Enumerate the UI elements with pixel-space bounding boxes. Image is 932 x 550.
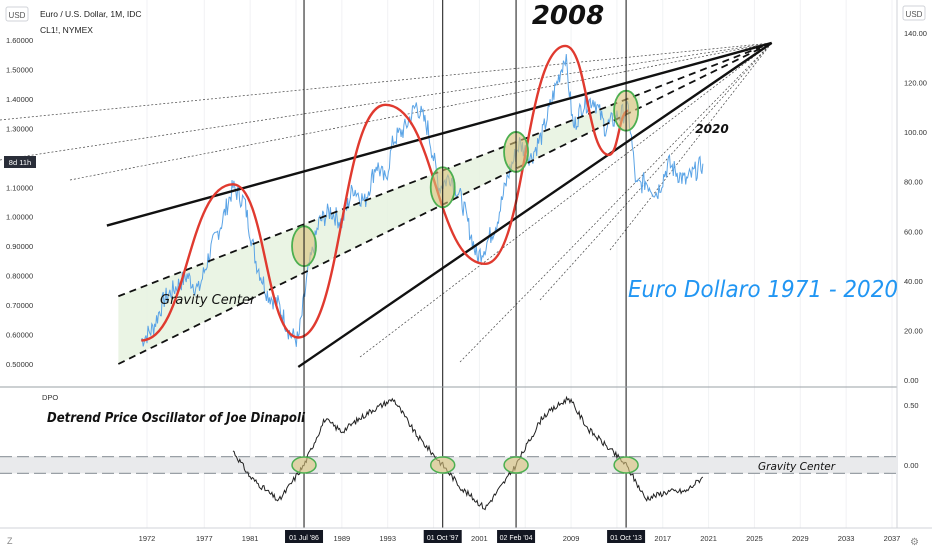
date-marker-badge [607,530,646,543]
dpo-highlight-oval [291,456,317,474]
settings-gear-icon[interactable]: ⚙ [910,537,919,548]
fan-line [539,42,772,301]
date-markers: 01 Jul '86 01 Oct '97 02 Feb '04 01 Oct '13 [285,530,646,543]
right-tick-label: 100.00 [904,128,927,137]
sine-cycle-curve [141,44,629,342]
x-tick-label: 2029 [792,534,809,543]
left-tick-label: 1.40000 [6,95,33,104]
dpo-axis[interactable]: 0.50 0.00 [904,401,919,470]
channel-line-4 [297,41,773,368]
overlay-symbol[interactable]: CL1!, NYMEX [40,25,93,35]
x-tick-label: 2021 [700,534,717,543]
price-series [140,54,704,347]
channel-line-1 [106,41,772,227]
left-tick-label: 0.70000 [6,301,33,310]
left-tick-label: 0.50000 [6,360,33,369]
left-scale-label: USD [9,11,26,20]
date-marker-label: 01 Jul '86 [289,535,319,542]
right-tick-label: 80.00 [904,178,923,187]
right-tick-label: 60.00 [904,227,923,236]
date-marker-label: 01 Oct '97 [427,535,459,542]
right-tick-label: 140.00 [904,29,927,38]
dpo-tick-label: 0.00 [904,461,919,470]
x-tick-label: 2017 [654,534,671,543]
date-marker-label: 02 Feb '04 [500,535,533,542]
annotation-2020: 2020 [695,122,728,136]
right-tick-label: 20.00 [904,326,923,335]
x-tick-label: 1972 [139,534,156,543]
left-tick-label: 0.90000 [6,242,33,251]
right-tick-label: 40.00 [904,277,923,286]
annotation-2008: 2008 [532,1,604,31]
right-scale-badge[interactable] [902,5,926,21]
x-tick-label: 1989 [334,534,351,543]
left-tick-label: 1.50000 [6,65,33,74]
left-tick-label: 0.60000 [6,331,33,340]
x-tick-label: 1977 [196,534,213,543]
date-marker-label: 01 Oct '13 [610,535,642,542]
right-tick-label: 0.00 [904,376,919,385]
date-marker-badge [285,530,324,543]
fan-line [0,42,772,121]
left-tick-label: 0.80000 [6,272,33,281]
dpo-title: Detrend Price Oscillator of Joe Dinapoli [47,410,305,426]
right-scale-label: USD [906,10,923,19]
left-tick-label: 1.10000 [6,183,33,192]
left-tick-label: 1.60000 [6,36,33,45]
date-marker-badge [423,530,462,543]
dpo-highlight-oval [503,456,529,474]
dpo-pane-label[interactable]: DPO [42,393,58,402]
x-tick-label: 2025 [746,534,763,543]
timezone-z-icon[interactable]: Z [7,536,13,546]
x-tick-label: 2033 [838,534,855,543]
date-marker-badge [497,530,536,543]
dpo-highlight-ovals [291,456,639,474]
grid-lines [146,0,893,528]
cycle-vertical-lines [303,0,627,528]
dpo-gravity-center-label: Gravity Center [758,461,836,473]
left-scale-badge[interactable] [5,6,29,22]
dpo-tick-label: 0.50 [904,401,919,410]
countdown-text: 8d 11h [9,158,31,167]
dpo-highlight-oval [429,456,456,474]
x-tick-label: 2001 [471,534,488,543]
price-line [140,54,704,347]
countdown-badge [4,156,36,168]
symbol-title[interactable]: Euro / U.S. Dollar, 1M, IDC [40,9,142,19]
dpo-highlight-oval [613,456,639,474]
left-tick-label: 1.30000 [6,124,33,133]
left-tick-label: 1.00000 [6,213,33,222]
gravity-center-label: Gravity Center [160,293,257,308]
right-price-axis[interactable]: 140.00 120.00 100.00 80.00 60.00 40.00 20.00 0.… [904,29,927,385]
right-tick-label: 120.00 [904,79,927,88]
x-tick-label: 1981 [242,534,259,543]
x-tick-label: 2009 [563,534,580,543]
x-tick-label: 2037 [884,534,901,543]
x-tick-label: 1993 [379,534,396,543]
main-caption: Euro Dollaro 1971 - 2020 [628,277,898,303]
